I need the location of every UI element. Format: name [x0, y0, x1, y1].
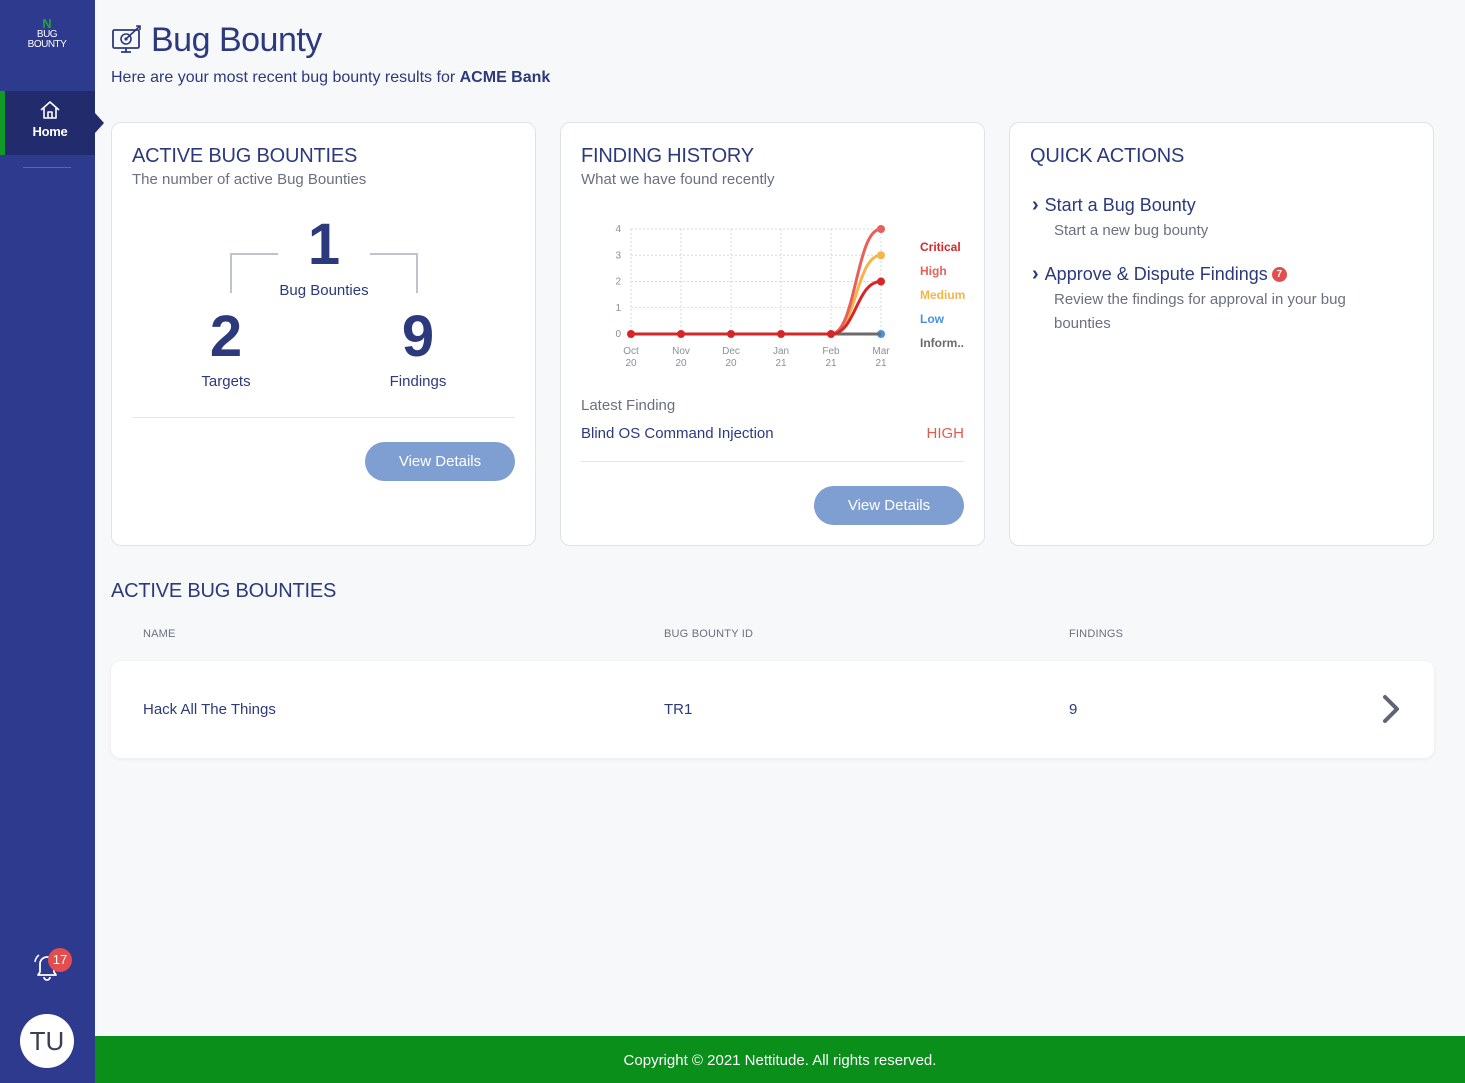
x-tick-label: Nov	[672, 346, 690, 357]
logo-line1: BUG	[36, 29, 58, 40]
card-subtitle: The number of active Bug Bounties	[132, 171, 367, 188]
nav-pointer	[95, 113, 104, 133]
x-tick-label: Dec	[722, 346, 740, 357]
page-title: Bug Bounty	[151, 20, 322, 59]
organization-name: ACME Bank	[459, 69, 551, 86]
x-tick-label: 20	[725, 358, 737, 369]
series-point	[627, 330, 635, 338]
column-header-findings: FINDINGS	[1069, 628, 1124, 640]
x-tick-label: 21	[775, 358, 787, 369]
bounties-label: Bug Bounties	[279, 282, 369, 299]
x-tick-label: 21	[825, 358, 837, 369]
view-details-button[interactable]: View Details	[365, 442, 515, 481]
logo-line2: BOUNTY	[27, 39, 67, 50]
sidebar-item-label: Home	[32, 124, 68, 139]
x-tick-label: Feb	[822, 346, 840, 357]
column-header-name: NAME	[143, 628, 176, 640]
row-bounty-id: TR1	[664, 701, 693, 718]
series-point	[877, 277, 885, 286]
pending-count-badge: 7	[1271, 267, 1287, 282]
section-title: ACTIVE BUG BOUNTIES	[111, 580, 337, 602]
series-point	[677, 330, 685, 338]
findings-count: 9	[401, 304, 435, 369]
x-tick-label: 21	[875, 358, 887, 369]
latest-finding-label: Latest Finding	[581, 397, 676, 414]
page-subtitle: Here are your most recent bug bounty res…	[111, 69, 550, 87]
quick-actions-card: QUICK ACTIONS › Start a Bug Bounty Start …	[1009, 122, 1434, 546]
subtitle-text: Here are your most recent bug bounty res…	[111, 69, 456, 86]
legend-item[interactable]: Low	[920, 312, 944, 326]
footer: Copyright © 2021 Nettitude. All rights r…	[95, 1036, 1465, 1083]
quick-action-desc: Start a new bug bounty	[1054, 222, 1209, 239]
card-title: FINDING HISTORY	[581, 145, 754, 167]
series-point	[877, 225, 885, 233]
targets-label: Targets	[201, 373, 251, 390]
row-findings: 9	[1069, 701, 1078, 718]
table-row[interactable]: Hack All The Things TR1 9	[111, 661, 1434, 758]
active-bounties-card: ACTIVE BUG BOUNTIES The number of active…	[111, 122, 536, 546]
chevron-right-icon[interactable]	[1376, 691, 1406, 727]
sidebar: N BUG BOUNTY Home 17 TU	[0, 0, 95, 1083]
chevron-right-icon: ›	[1032, 194, 1039, 216]
x-tick-label: Mar	[872, 346, 890, 357]
bug-bounty-monitor-icon	[112, 25, 141, 53]
card-divider	[132, 417, 515, 418]
legend-item[interactable]: Inform..	[920, 336, 964, 350]
avatar[interactable]: TU	[20, 1014, 74, 1068]
legend-item[interactable]: Critical	[920, 240, 961, 254]
home-icon	[40, 101, 60, 119]
quick-action-start-bounty[interactable]: › Start a Bug Bounty Start a new bug boun…	[1032, 194, 1208, 243]
card-subtitle: What we have found recently	[581, 171, 775, 188]
chevron-right-icon: ›	[1032, 263, 1039, 285]
sidebar-divider	[23, 167, 71, 168]
latest-finding-name[interactable]: Blind OS Command Injection	[581, 425, 774, 442]
card-divider	[581, 461, 964, 462]
legend-item[interactable]: Medium	[920, 288, 966, 302]
quick-action-title[interactable]: Start a Bug Bounty	[1044, 195, 1196, 215]
quick-action-title[interactable]: Approve & Dispute Findings	[1044, 264, 1268, 284]
notification-badge: 17	[48, 948, 72, 972]
y-tick-label: 0	[615, 329, 621, 340]
series-point	[827, 330, 835, 338]
findings-label: Findings	[389, 373, 447, 390]
series-point	[777, 330, 785, 338]
bounties-count: 1	[307, 212, 341, 277]
y-tick-label: 1	[615, 303, 621, 314]
x-tick-label: Oct	[623, 346, 639, 357]
quick-action-desc: Review the findings for approval in your…	[1054, 291, 1346, 332]
y-tick-label: 3	[615, 250, 621, 261]
x-tick-label: 20	[625, 358, 637, 369]
y-tick-label: 4	[615, 224, 621, 235]
y-tick-label: 2	[615, 277, 621, 288]
bug-bounty-logo[interactable]: N BUG BOUNTY	[22, 16, 72, 68]
quick-action-approve-dispute[interactable]: › Approve & Dispute Findings 7 Review the …	[1032, 263, 1392, 336]
row-name: Hack All The Things	[143, 701, 276, 718]
series-point	[727, 330, 735, 338]
chart-legend: Critical High Medium Low Inform..	[920, 239, 965, 359]
series-point	[877, 251, 885, 260]
x-tick-label: 20	[675, 358, 687, 369]
sidebar-item-home[interactable]: Home	[0, 91, 95, 155]
card-title: ACTIVE BUG BOUNTIES	[132, 145, 358, 167]
card-title: QUICK ACTIONS	[1030, 145, 1185, 167]
legend-item[interactable]: High	[920, 264, 947, 278]
logo-mark: N	[42, 16, 52, 31]
latest-finding-severity: HIGH	[926, 425, 965, 442]
bracket-right	[370, 253, 418, 293]
targets-count: 2	[209, 304, 243, 369]
view-details-button[interactable]: View Details	[814, 486, 964, 525]
finding-history-card: FINDING HISTORY What we have found recen…	[560, 122, 985, 546]
x-tick-label: Jan	[773, 346, 789, 357]
page-header: Bug Bounty	[111, 18, 322, 62]
column-header-id: BUG BOUNTY ID	[664, 628, 754, 640]
bracket-left	[230, 253, 278, 293]
